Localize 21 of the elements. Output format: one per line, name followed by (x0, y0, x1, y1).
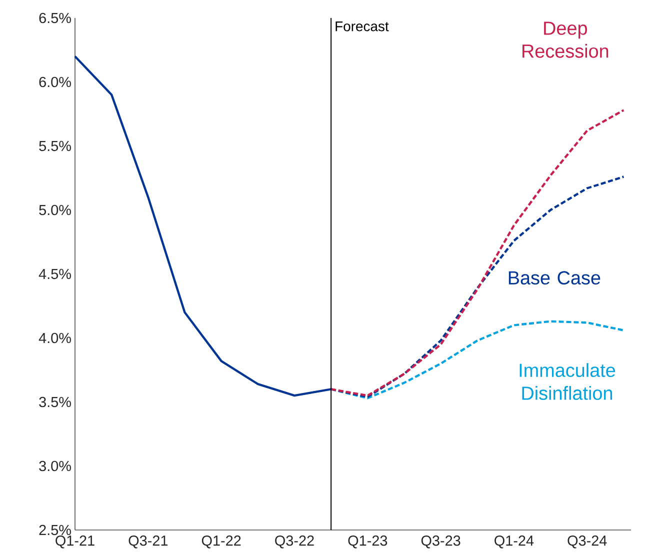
series-label: Base Case (508, 271, 600, 285)
y-tick-label: 6.0% (39, 76, 71, 88)
x-tick-label: Q3-21 (128, 536, 168, 548)
x-tick-label: Q1-24 (494, 536, 534, 548)
x-tick-label: Q3-24 (568, 536, 607, 548)
y-tick-label: 3.0% (39, 460, 71, 472)
x-tick-label: Q3-23 (421, 536, 460, 548)
y-tick-label: 5.5% (39, 140, 71, 152)
y-tick-label: 5.0% (39, 204, 71, 216)
text: Deep Recession (522, 22, 608, 58)
x-tick-label: Q3-22 (275, 536, 314, 548)
y-tick-label: 3.5% (39, 396, 71, 408)
x-tick-label: Q1-23 (348, 536, 388, 548)
y-tick-label: 6.5% (39, 12, 71, 24)
y-tick-label: 4.5% (38, 268, 71, 280)
y-tick-label: 2.5% (39, 524, 71, 536)
series-label: Immaculate Disinflation (520, 363, 616, 400)
x-tick-label: Q1-22 (202, 536, 241, 548)
annotation: Forecast (336, 22, 389, 32)
y-tick-label: 4.0% (38, 332, 71, 344)
x-tick-label: Q1-21 (56, 536, 94, 548)
